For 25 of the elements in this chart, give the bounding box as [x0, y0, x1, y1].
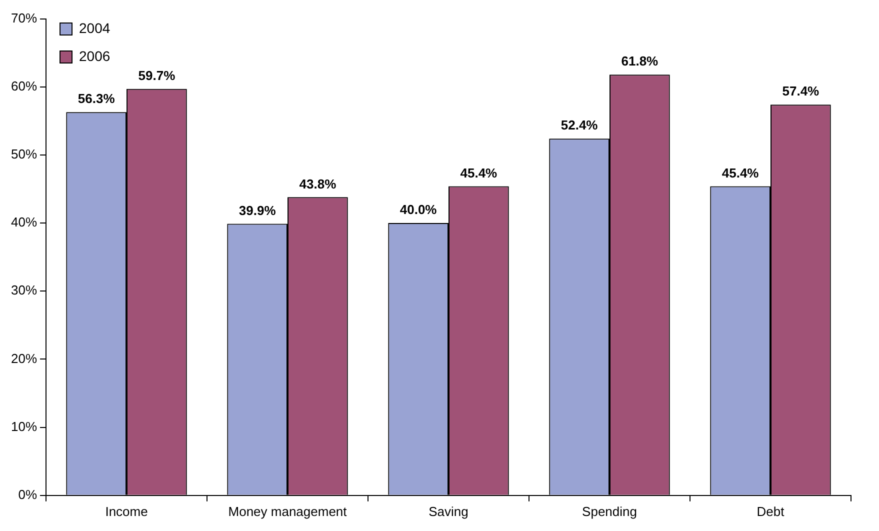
legend-label: 2006: [79, 48, 110, 64]
x-tick-label: Income: [105, 504, 148, 519]
data-label: 45.4%: [460, 165, 498, 180]
y-tick-label: 40%: [10, 214, 38, 230]
x-tick-label: Debt: [756, 504, 785, 519]
x-tick-label: Spending: [582, 504, 637, 519]
y-tick-label: 60%: [10, 78, 38, 94]
data-label: 45.4%: [722, 165, 760, 180]
data-label: 61.8%: [621, 54, 659, 69]
y-tick-label: 50%: [10, 146, 38, 162]
x-tick-label: Money management: [228, 504, 348, 519]
data-label: 56.3%: [78, 91, 116, 106]
data-label: 59.7%: [138, 68, 176, 84]
legend-label: 2004: [79, 20, 110, 36]
y-tick-label: 20%: [10, 350, 38, 366]
data-label: 43.8%: [299, 176, 337, 192]
y-tick-label: 70%: [10, 10, 38, 26]
y-tick-label: 0%: [18, 486, 38, 502]
data-label: 57.4%: [782, 84, 820, 99]
y-tick-label: 30%: [10, 282, 38, 298]
data-label: 39.9%: [238, 202, 276, 218]
data-label: 52.4%: [560, 118, 598, 133]
data-label: 40.0%: [400, 202, 438, 218]
y-tick-label: 10%: [10, 418, 38, 434]
x-tick-label: Saving: [428, 504, 468, 519]
